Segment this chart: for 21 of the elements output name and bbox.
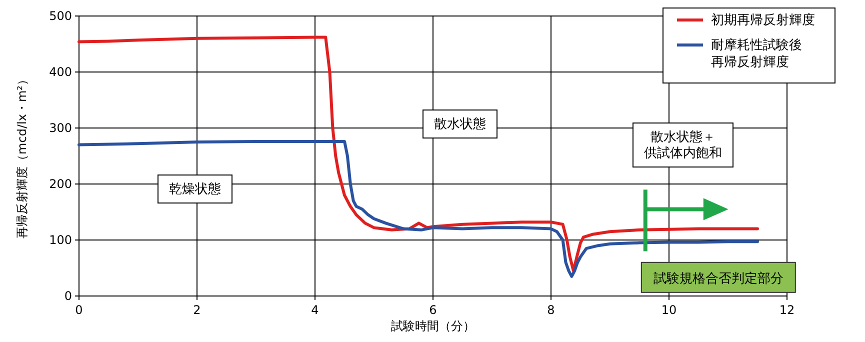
- annotation: 乾燥状態: [169, 182, 221, 197]
- y-tick-label: 300: [49, 121, 72, 135]
- y-tick-label: 100: [49, 233, 72, 247]
- y-axis-title: 再帰反射輝度（mcd/lx・m²）: [15, 74, 29, 238]
- x-tick-label: 10: [661, 303, 677, 317]
- legend-label: 初期再帰反射輝度: [711, 12, 815, 28]
- x-tick-label: 2: [193, 303, 201, 317]
- y-tick-label: 200: [49, 177, 72, 191]
- x-tick-label: 8: [547, 303, 555, 317]
- x-tick-label: 12: [779, 303, 795, 317]
- y-tick-label: 0: [64, 289, 72, 303]
- x-axis-title: 試験時間（分）: [391, 319, 475, 333]
- y-tick-label: 400: [49, 65, 72, 79]
- ref-line-label: 試験規格合否判定部分: [653, 271, 784, 286]
- legend-label: 耐摩耗性試験後再帰反射輝度: [711, 38, 802, 70]
- annotation: 散水状態＋供試体内飽和: [644, 130, 722, 162]
- annotation: 散水状態: [434, 117, 486, 132]
- y-tick-label: 500: [49, 9, 72, 23]
- x-tick-label: 4: [311, 303, 319, 317]
- x-tick-label: 6: [429, 303, 437, 317]
- x-tick-label: 0: [75, 303, 83, 317]
